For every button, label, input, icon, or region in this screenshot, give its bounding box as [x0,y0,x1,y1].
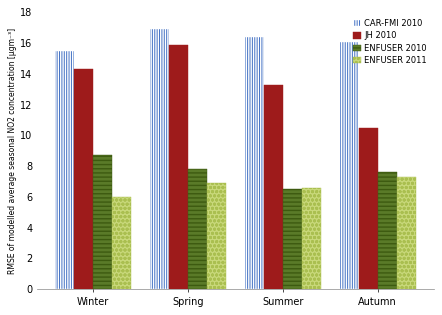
Bar [396,177,415,289]
Y-axis label: RMSE of modelled average seasonal NO2 concentration [μgm⁻³]: RMSE of modelled average seasonal NO2 co… [8,28,17,274]
Bar [188,169,207,289]
Bar [302,187,321,289]
Bar [150,29,169,289]
Bar [207,183,226,289]
Bar [340,42,359,289]
Bar [55,51,74,289]
Bar [245,37,264,289]
Legend: CAR-FMI 2010, JH 2010, ENFUSER 2010, ENFUSER 2011: CAR-FMI 2010, JH 2010, ENFUSER 2010, ENF… [350,16,430,67]
Bar [359,128,378,289]
Bar [93,155,112,289]
Bar [378,172,396,289]
Bar [74,69,93,289]
Bar [283,189,302,289]
Bar [169,45,188,289]
Bar [112,197,131,289]
Bar [264,85,283,289]
